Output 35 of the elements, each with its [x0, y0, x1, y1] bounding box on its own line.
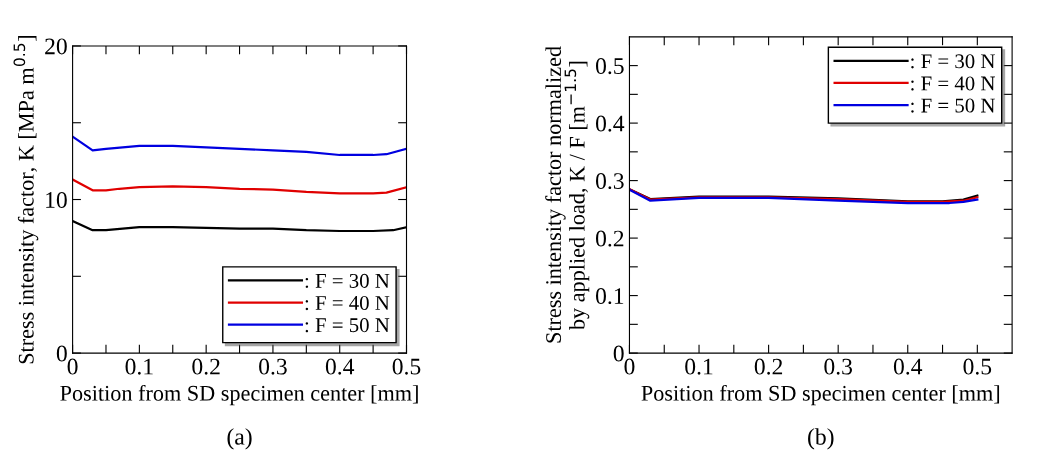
text: (b)	[808, 428, 834, 450]
x-tick-label: 0.1	[685, 358, 713, 375]
text: (a)	[227, 428, 252, 450]
x-tick-label: 0	[624, 358, 635, 375]
legend-label: : F = 40 N	[305, 295, 390, 311]
x-tick-label: 0.2	[754, 358, 783, 375]
line-series	[72, 178, 407, 195]
legend-label: : F = 50 N	[911, 98, 995, 113]
x-tick-label: 0	[67, 358, 78, 375]
x-tick-label: 0.3	[824, 358, 853, 375]
legend-label: : F = 40 N	[911, 76, 995, 91]
x-tick-label: 0.2	[192, 358, 220, 375]
y-tick-label: 0.3	[595, 173, 624, 190]
y-tick-label: 0.4	[595, 115, 625, 132]
x-tick-label: 0.4	[893, 358, 923, 375]
y-tick-label: 0.2	[595, 230, 624, 247]
legend-label: : F = 30 N	[911, 54, 995, 69]
y-tick-label: 0.5	[595, 58, 624, 75]
y-axis-title: Stress intensity factor normalized by applied load, K / F [m$^{−1.5}$]	[545, 46, 590, 343]
y-tick-label: 0	[613, 345, 624, 362]
x-tick-label: 0.1	[125, 358, 153, 375]
y-tick-label: 10	[46, 192, 67, 208]
x-tick-label: 0.3	[259, 358, 287, 375]
y-axis-title: Stress intensity factor, K [MPa m$^{0.5}$]	[13, 36, 39, 364]
x-tick-label: 0.5	[392, 358, 421, 375]
x-axis-title: Position from SD specimen center [mm]	[641, 384, 1000, 406]
y-tick-label: 0	[56, 345, 67, 362]
y-tick-label: 0.1	[595, 288, 624, 305]
legend-label: : F = 30 N	[305, 273, 390, 288]
x-tick-label: 0.4	[325, 358, 355, 375]
x-axis-title: Position from SD specimen center [mm]	[60, 384, 418, 406]
line-series	[72, 135, 407, 157]
x-tick-label: 0.5	[963, 358, 992, 375]
y-tick-label: 20	[45, 38, 67, 55]
legend-label: : F = 50 N	[305, 318, 390, 333]
